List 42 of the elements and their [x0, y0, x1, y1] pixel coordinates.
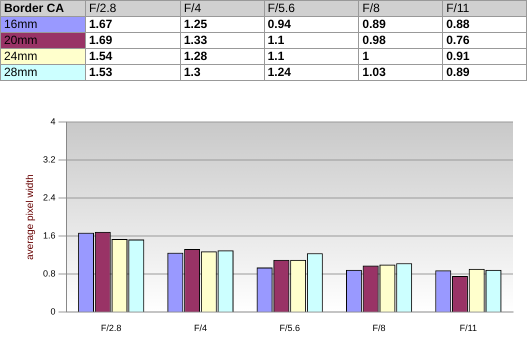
data-label: 0.89: [358, 16, 443, 32]
data-label: 1: [358, 48, 443, 64]
data-label: 1.54: [86, 48, 180, 64]
legend-title: Border CA: [0, 0, 86, 16]
text: 24mm: [4, 49, 38, 63]
text: 20mm: [4, 33, 38, 47]
y-tick-label: 4: [50, 116, 56, 126]
category-label: F/4: [184, 1, 202, 15]
x-tick-label: F/4: [194, 323, 207, 334]
text: 16mm: [4, 17, 38, 31]
data-label: 1.53: [86, 64, 180, 80]
category-label: F/11: [446, 1, 470, 15]
data-label: 0.91: [442, 48, 526, 64]
text: 28mm: [4, 65, 38, 79]
category-label: F/5.6: [268, 1, 295, 15]
y-tick-label: 2.4: [42, 192, 56, 203]
data-label: 1.1: [264, 48, 359, 64]
data-label: 1.28: [180, 48, 264, 64]
data-label: 1.3: [180, 64, 264, 80]
data-label: 0.89: [442, 64, 526, 80]
data-label: 0.88: [442, 16, 526, 32]
data-label: 1.03: [358, 64, 443, 80]
data-label: 0.76: [442, 32, 526, 48]
y-tick-label: 0.8: [42, 268, 56, 279]
data-label: 1.1: [264, 32, 359, 48]
data-label: 1.24: [264, 64, 359, 80]
x-tick-label: F/8: [372, 323, 386, 334]
y-tick-label: 3.2: [42, 154, 56, 165]
data-label: 0.98: [358, 32, 443, 48]
x-tick-label: F/11: [460, 323, 478, 334]
category-label: F/8: [362, 1, 380, 15]
category-label: F/2.8: [89, 1, 116, 15]
x-tick-label: F/5.6: [280, 323, 300, 334]
data-label: 1.25: [180, 16, 264, 32]
y-tick-label: 1.6: [42, 230, 56, 241]
y-tick-label: 0: [50, 306, 56, 317]
x-tick-label: F/2.8: [100, 323, 122, 334]
data-label: 1.67: [86, 16, 180, 32]
data-label: 0.94: [264, 16, 359, 32]
data-label: 1.33: [180, 32, 264, 48]
data-label: 1.69: [86, 32, 180, 48]
y-axis-title: average pixel width: [24, 174, 36, 260]
